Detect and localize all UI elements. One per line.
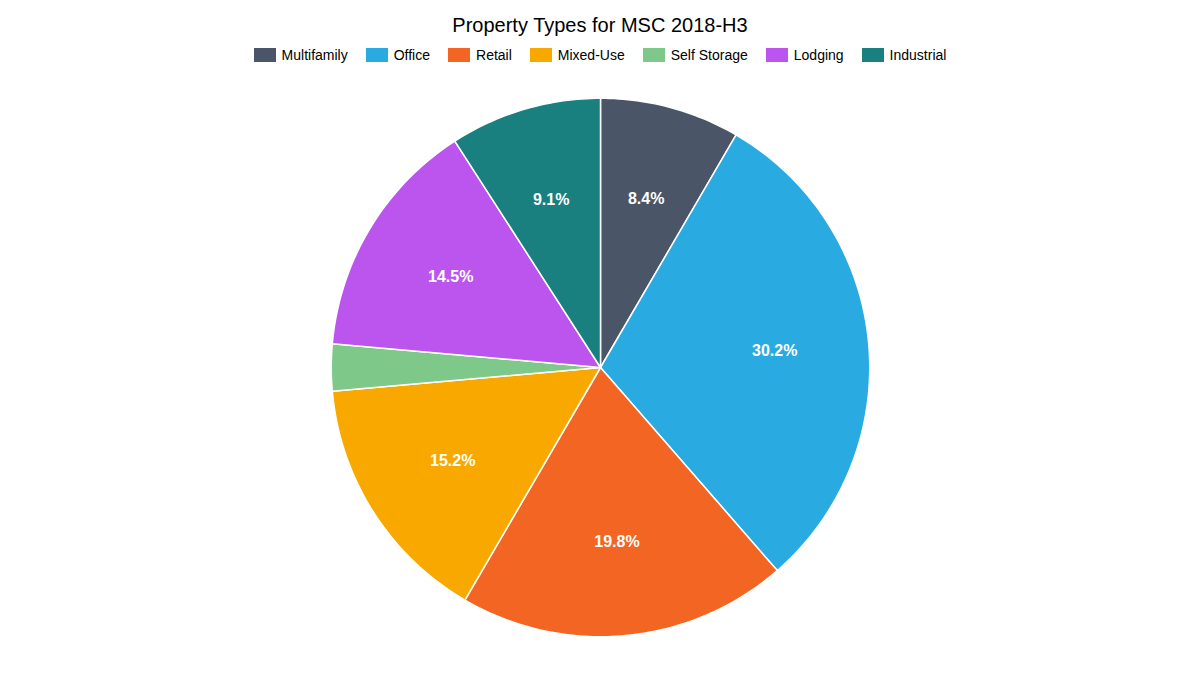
html-text:Retail: Retail: [476, 47, 512, 63]
svg-text:19.8%: 19.8%: [594, 533, 639, 550]
html-text:Self Storage: Self Storage: [670, 47, 748, 63]
svg-text:8.4%: 8.4%: [628, 190, 664, 207]
svg-text:9.1%: 9.1%: [533, 191, 569, 208]
html-text:Industrial: Industrial: [889, 47, 947, 63]
html-text:Office: Office: [393, 47, 430, 63]
html-text:Multifamily: Multifamily: [281, 47, 348, 63]
html-text:Property Types for MSC 2018-H3: Property Types for MSC 2018-H3: [452, 14, 748, 36]
svg-text:30.2%: 30.2%: [752, 342, 797, 359]
html-text:Lodging: Lodging: [793, 47, 844, 63]
html-text:Mixed-Use: Mixed-Use: [557, 47, 625, 63]
svg-text:14.5%: 14.5%: [428, 268, 473, 285]
svg-text:15.2%: 15.2%: [430, 452, 475, 469]
